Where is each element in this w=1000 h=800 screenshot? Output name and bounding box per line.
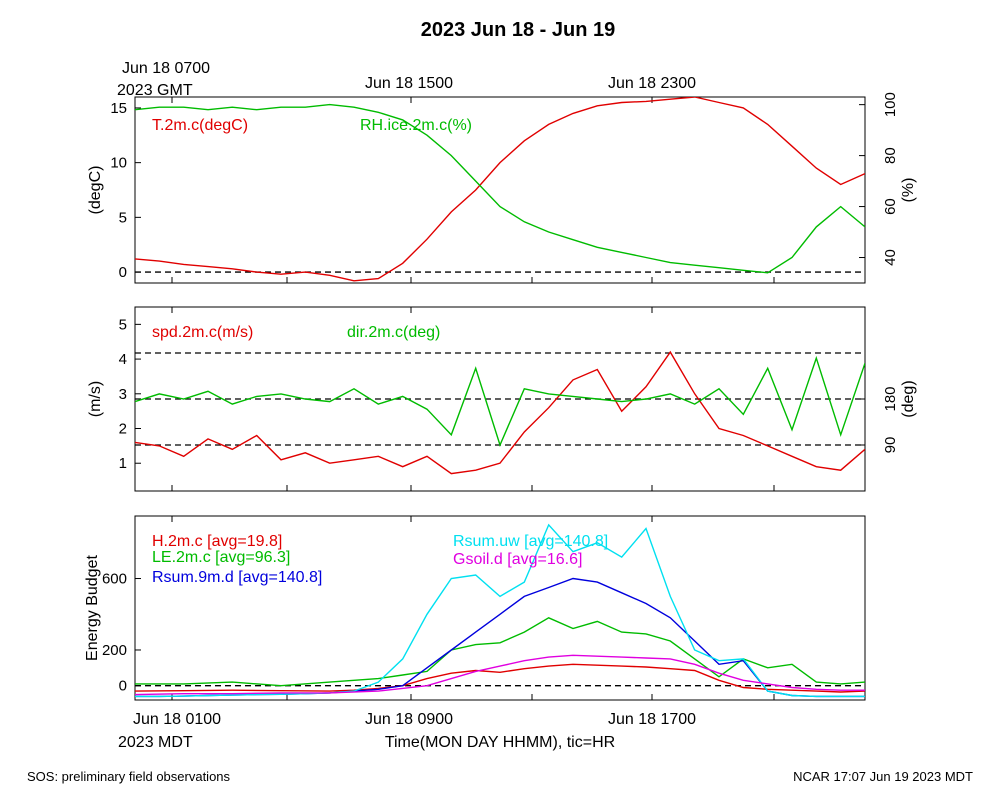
legend-label: dir.2m.c(deg): [347, 324, 440, 341]
bottom-axis-label-3: Jun 18 1700: [608, 711, 696, 728]
bottom-axis-label-1: Jun 18 0100: [133, 711, 221, 728]
y2-tick-label: 60: [882, 198, 899, 215]
series-line-gsoil-d: [135, 654, 865, 696]
legend-label: H.2m.c [avg=19.8]: [152, 533, 282, 550]
top-axis-label-2: Jun 18 1500: [365, 75, 453, 92]
y-axis-title: (degC): [87, 166, 104, 215]
series-line-t-2m-c: [135, 97, 865, 282]
temperature-humidity-panel: 0 5 10 15 40 60 80 100 (degC) (%) T.2m.c(degC) RH.i…: [87, 92, 917, 284]
y-tick-label: 5: [119, 209, 127, 226]
top-axis-label-1-year: 2023 GMT: [117, 82, 193, 99]
bottom-axis-label-1-year: 2023 MDT: [118, 734, 193, 751]
series-line-spd-2m-c: [135, 350, 865, 475]
footer-left: SOS: preliminary field observations: [27, 769, 231, 784]
y-tick-label: 3: [119, 386, 127, 403]
y-tick-label: 0: [119, 678, 127, 695]
series-line-rsum-uw: [135, 523, 865, 698]
legend-label: Rsum.9m.d [avg=140.8]: [152, 569, 322, 586]
series-line-dir-2m-c: [135, 355, 865, 447]
y-tick-label: 200: [102, 642, 127, 659]
y2-axis-title: (%): [900, 178, 917, 203]
y-tick-label: 15: [110, 100, 127, 117]
y2-tick-label: 90: [882, 437, 899, 454]
y-tick-label: 600: [102, 571, 127, 588]
y-tick-label: 5: [119, 316, 127, 333]
figure-title: 2023 Jun 18 - Jun 19: [421, 19, 616, 41]
plot-frame: [134, 515, 866, 701]
wind-panel: 1 2 3 4 5 90 180 (m/s) (deg) spd.2m.c(m/s) dir.2m.…: [87, 306, 917, 492]
y2-tick-label: 40: [882, 249, 899, 266]
legend-label: spd.2m.c(m/s): [152, 324, 253, 341]
y-tick-label: 1: [119, 455, 127, 472]
legend-label: Rsum.uw [avg=140.8]: [453, 533, 608, 550]
y2-tick-label: 80: [882, 147, 899, 164]
y-tick-label: 4: [119, 351, 127, 368]
footer-right: NCAR 17:07 Jun 19 2023 MDT: [793, 769, 973, 784]
y-axis-title: Energy Budget: [84, 555, 101, 661]
plot-frame: [134, 96, 866, 284]
y2-tick-label: 180: [882, 386, 899, 411]
top-axis-label-3: Jun 18 2300: [608, 75, 696, 92]
y-tick-label: 0: [119, 264, 127, 281]
x-axis-title: Time(MON DAY HHMM), tic=HR: [385, 734, 615, 751]
series-line-rh-ice-2m-c: [135, 103, 865, 274]
legend-label: LE.2m.c [avg=96.3]: [152, 549, 290, 566]
series-line-h-2m-c: [135, 663, 865, 693]
bottom-axis-label-2: Jun 18 0900: [365, 711, 453, 728]
y-tick-label: 10: [110, 155, 127, 172]
y-axis-title: (m/s): [87, 381, 104, 417]
y2-tick-label: 100: [882, 92, 899, 117]
legend-label: T.2m.c(degC): [152, 117, 248, 134]
y-tick-label: 2: [119, 421, 127, 438]
y2-axis-title: (deg): [900, 380, 917, 417]
series-line-le-2m-c: [135, 617, 865, 687]
top-axis-label-1: Jun 18 0700: [122, 60, 210, 77]
legend-label: Gsoil.d [avg=16.6]: [453, 551, 582, 568]
legend-label: RH.ice.2m.c(%): [360, 117, 472, 134]
